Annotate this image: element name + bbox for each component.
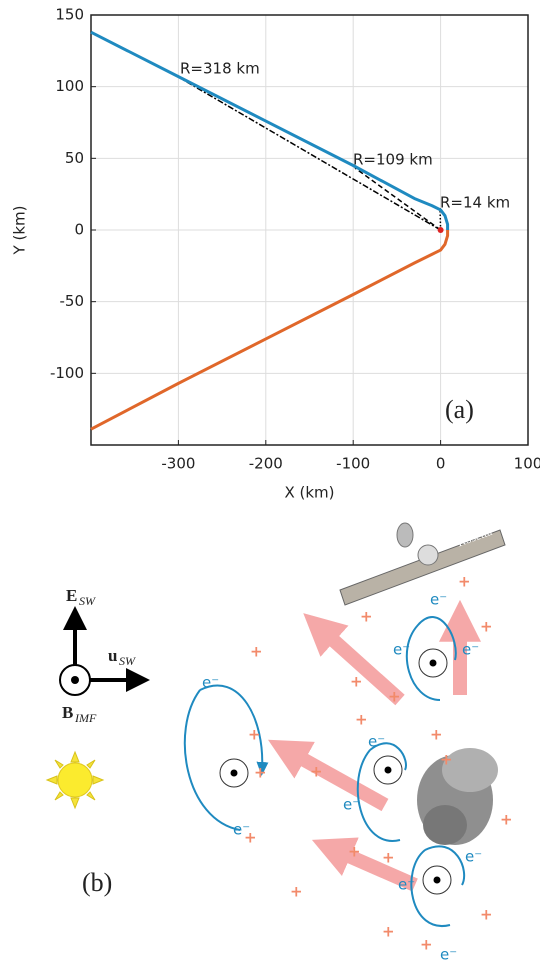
- annotation: R=14 km: [440, 194, 510, 212]
- vector-symbol: u: [108, 646, 117, 665]
- electron-label: e⁻: [368, 733, 385, 751]
- svg-text:+: +: [382, 923, 395, 941]
- series-line: [90, 30, 450, 230]
- svg-text:+: +: [500, 811, 513, 829]
- chart-panel: -300 -200 -100 0 100 -100 -50 0 50 100 150 X (km) Y …: [11, 6, 540, 502]
- radius-line: [179, 77, 441, 231]
- comet: [417, 748, 498, 845]
- electron-label: e⁻: [343, 796, 360, 814]
- svg-text:+: +: [480, 618, 493, 636]
- svg-text:+: +: [348, 843, 361, 861]
- svg-text:+: +: [310, 763, 323, 781]
- svg-text:+: +: [350, 673, 363, 691]
- electron-label: e⁻: [430, 591, 447, 609]
- x-tick-label: 0: [436, 455, 446, 473]
- svg-text:+: +: [290, 883, 303, 901]
- vector-symbol: B: [62, 703, 73, 722]
- annotation: R=109 km: [353, 151, 433, 169]
- vector-symbol: E: [66, 586, 77, 605]
- ion-markers: + + + + + + + + + + + + + + + + + + + +: [244, 573, 513, 954]
- vector-subscript: IMF: [74, 711, 97, 725]
- svg-text:+: +: [458, 573, 471, 591]
- svg-text:+: +: [248, 726, 261, 744]
- svg-text:+: +: [480, 906, 493, 924]
- panel-label: (b): [82, 868, 112, 897]
- y-tick-label: 50: [65, 149, 84, 167]
- svg-text:+: +: [430, 726, 443, 744]
- radius-line: [354, 167, 442, 231]
- svg-text:+: +: [360, 608, 373, 626]
- vector-subscript: SW: [79, 594, 96, 608]
- y-tick-label: -50: [60, 292, 85, 310]
- rosetta-spacecraft: Rosetta: [339, 522, 506, 606]
- pink-arrows: [267, 599, 481, 892]
- series-line: [90, 230, 450, 431]
- panel-label: (a): [445, 395, 474, 424]
- x-tick-label: -200: [249, 455, 283, 473]
- y-tick-label: 0: [74, 221, 84, 239]
- y-tick-label: 100: [55, 77, 84, 95]
- y-tick-label: -100: [50, 364, 84, 382]
- sun: [45, 750, 105, 810]
- electron-label: e⁻: [202, 674, 219, 692]
- electron-labels: e⁻ e⁻ e⁻ e⁻ e⁻ e⁻ e⁻ e⁻ e⁻ e⁻: [202, 591, 482, 964]
- electron-label: e⁻: [440, 946, 457, 964]
- y-axis-label: Y (km): [11, 206, 29, 256]
- electron-label: e⁻: [462, 641, 479, 659]
- x-tick-label: -100: [336, 455, 370, 473]
- annotation: R=318 km: [180, 60, 260, 78]
- svg-text:+: +: [388, 688, 401, 706]
- svg-text:+: +: [420, 936, 433, 954]
- electron-label: e⁻: [393, 641, 410, 659]
- electron-label: e⁻: [465, 848, 482, 866]
- svg-text:+: +: [250, 643, 263, 661]
- svg-text:+: +: [254, 764, 267, 782]
- y-tick-label: 150: [55, 6, 84, 24]
- svg-text:+: +: [244, 829, 257, 847]
- gyration-orbits: [183, 616, 466, 928]
- x-tick-label: -300: [161, 455, 195, 473]
- x-tick-label: 100: [514, 455, 540, 473]
- electron-label: e⁻: [398, 876, 415, 894]
- plot-frame: [90, 14, 529, 446]
- gyration-dots: [230, 659, 441, 884]
- nucleus-marker: [437, 227, 444, 233]
- diagram-panel: Rosetta E SW u SW B IMF (b): [45, 522, 513, 964]
- x-axis-label: X (km): [284, 484, 334, 502]
- svg-text:+: +: [355, 711, 368, 729]
- svg-text:+: +: [382, 849, 395, 867]
- vector-subscript: SW: [119, 654, 136, 668]
- electron-label: e⁻: [233, 821, 250, 839]
- svg-text:+: +: [440, 751, 453, 769]
- axes-glyph: E SW u SW B IMF: [59, 586, 150, 725]
